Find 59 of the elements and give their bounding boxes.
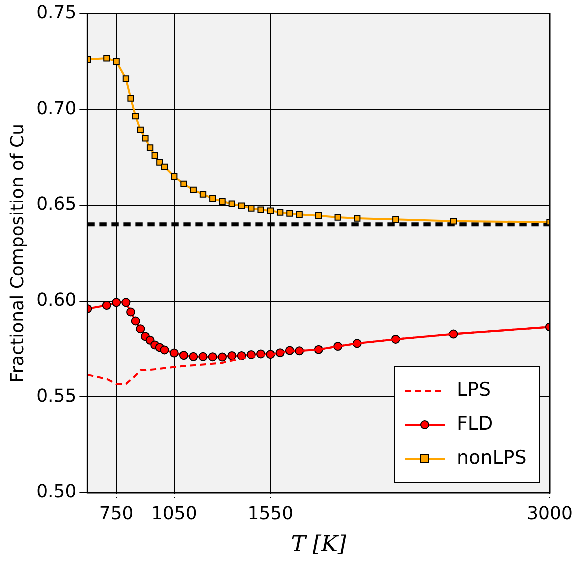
point bbox=[210, 195, 216, 202]
y-tick-label: 0.50 bbox=[36, 482, 77, 503]
point bbox=[316, 212, 322, 220]
legend-label: FLD bbox=[457, 412, 494, 435]
point bbox=[200, 191, 207, 198]
y-tick-label: 0.60 bbox=[36, 290, 77, 311]
point bbox=[122, 76, 130, 82]
x-tick-label: 1550 bbox=[248, 503, 294, 524]
point bbox=[190, 186, 197, 194]
point bbox=[128, 95, 134, 102]
x-axis-title: T [K] bbox=[291, 532, 347, 558]
point bbox=[112, 298, 122, 308]
point bbox=[122, 298, 131, 308]
point bbox=[276, 209, 284, 216]
point bbox=[152, 152, 158, 159]
point bbox=[189, 352, 198, 362]
point bbox=[170, 348, 179, 358]
point bbox=[161, 164, 168, 170]
y-axis-title: Fractional Composition of Cu bbox=[7, 124, 28, 383]
point bbox=[228, 351, 237, 360]
point bbox=[146, 144, 154, 152]
y-tick-label: 0.70 bbox=[36, 98, 77, 120]
point bbox=[228, 200, 236, 208]
point bbox=[248, 205, 255, 212]
point bbox=[392, 216, 400, 223]
x-tick-label: 1050 bbox=[151, 503, 198, 524]
y-tick-label: 0.55 bbox=[36, 386, 77, 407]
point bbox=[296, 211, 303, 218]
point bbox=[104, 55, 110, 62]
point bbox=[286, 210, 294, 217]
point bbox=[126, 308, 136, 317]
point bbox=[171, 173, 178, 180]
point bbox=[179, 351, 188, 360]
point bbox=[102, 301, 112, 310]
y-tick-label: 0.75 bbox=[36, 2, 77, 24]
point bbox=[132, 113, 140, 120]
point bbox=[258, 206, 264, 214]
point bbox=[156, 159, 164, 166]
point bbox=[113, 58, 120, 66]
point bbox=[450, 218, 458, 225]
point bbox=[267, 208, 274, 214]
point bbox=[354, 215, 361, 222]
point bbox=[137, 126, 144, 134]
point bbox=[198, 352, 208, 362]
x-tick-label: 750 bbox=[99, 503, 134, 524]
legend-label: nonLPS bbox=[457, 446, 527, 469]
point bbox=[180, 180, 188, 188]
y-tick-label: 0.65 bbox=[36, 194, 77, 216]
point bbox=[334, 214, 342, 221]
point bbox=[160, 346, 170, 355]
point bbox=[219, 198, 226, 205]
point bbox=[208, 352, 218, 362]
point bbox=[142, 135, 149, 142]
point bbox=[238, 202, 246, 210]
x-tick-label: 3000 bbox=[527, 503, 573, 524]
point bbox=[218, 352, 228, 362]
legend-label: LPS bbox=[457, 378, 492, 401]
point bbox=[131, 316, 140, 326]
point bbox=[136, 324, 146, 334]
